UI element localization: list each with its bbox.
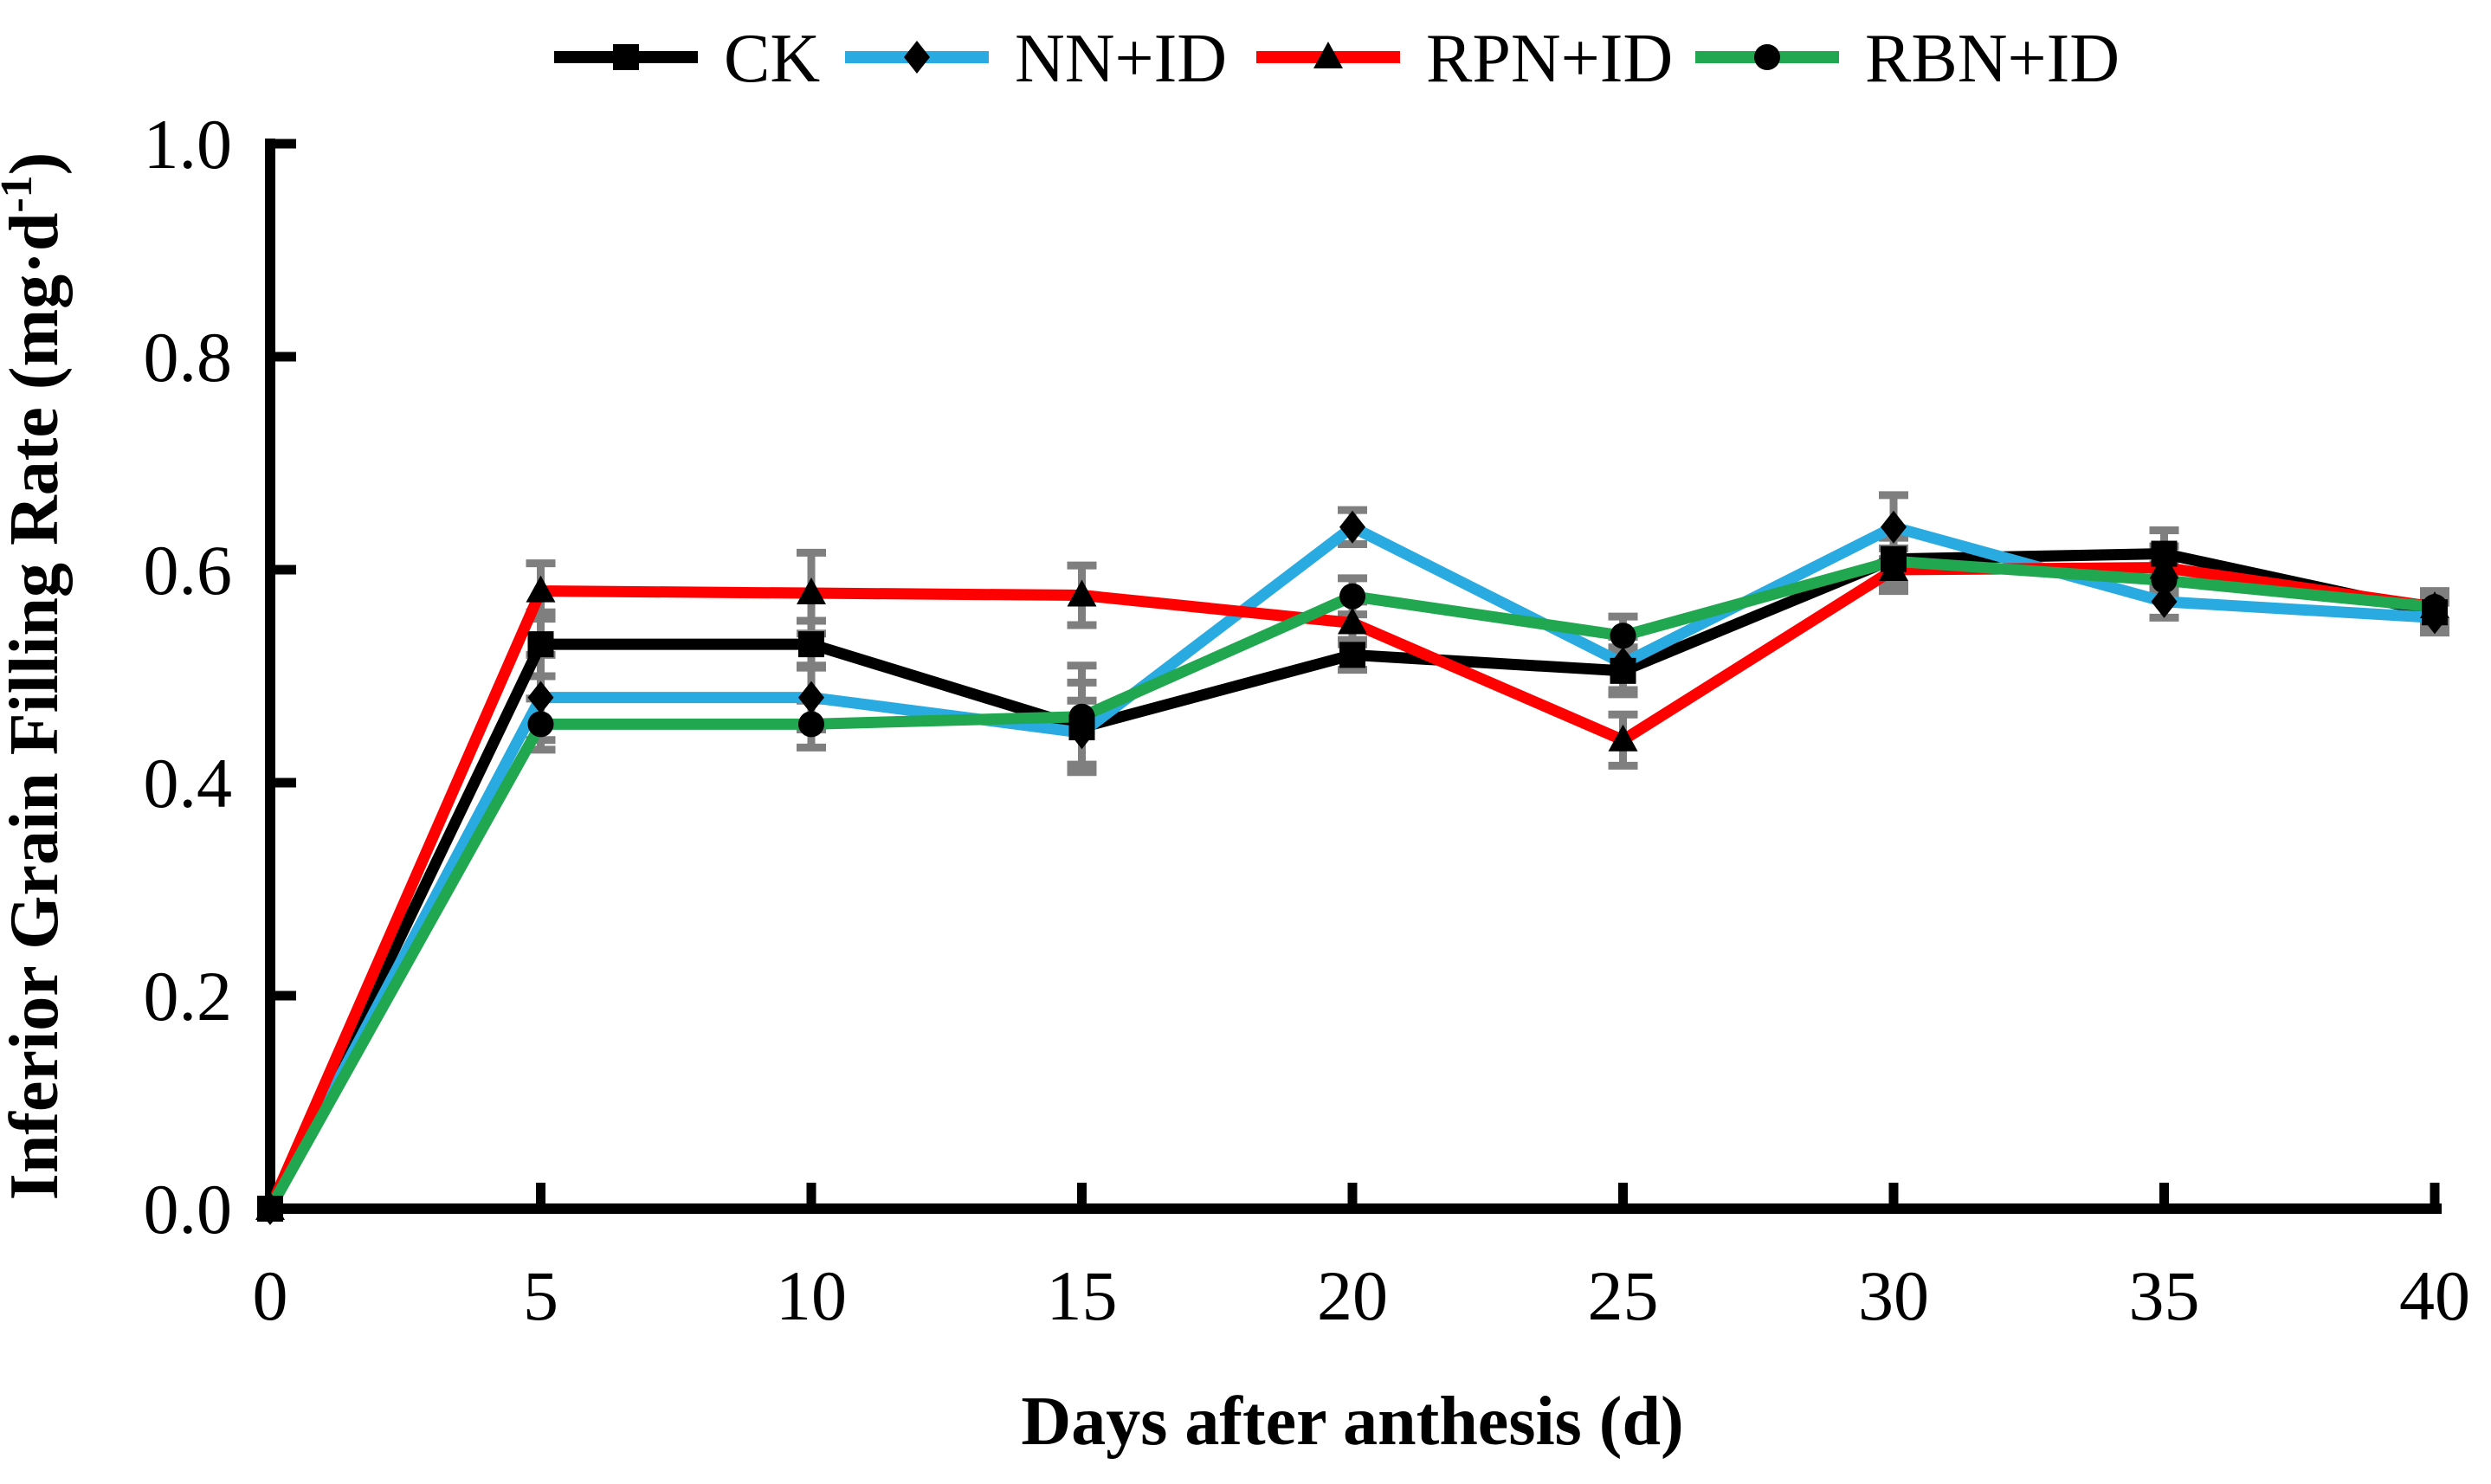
legend-item-RPN+ID: RPN+ID xyxy=(1256,21,1673,97)
marker-RPN+ID-15 xyxy=(1067,579,1097,607)
legend: CK NN+ID RPN+ID RBN+ID xyxy=(554,21,2120,97)
marker-NN+ID-5 xyxy=(527,681,554,714)
y-tick-label: 0.2 xyxy=(144,957,233,1036)
marker-RBN+ID-5 xyxy=(527,711,554,738)
marker-RPN+ID-10 xyxy=(797,577,826,605)
marker-RBN+ID-10 xyxy=(798,711,824,738)
x-tick-label: 15 xyxy=(1047,1256,1118,1335)
marker-RBN+ID-20 xyxy=(1339,583,1365,610)
legend-marker-square xyxy=(613,44,639,70)
marker-NN+ID-30 xyxy=(1881,510,1907,544)
x-tick-label: 5 xyxy=(523,1256,558,1335)
x-axis-title: Days after anthesis (d) xyxy=(1021,1384,1683,1460)
y-tick-label: 0.0 xyxy=(144,1170,233,1248)
marker-RPN+ID-5 xyxy=(526,575,556,603)
x-tick-label: 30 xyxy=(1858,1256,1929,1335)
legend-label: NN+ID xyxy=(1015,21,1227,97)
marker-RBN+ID-15 xyxy=(1068,703,1095,730)
y-axis-title: Inferior Grain Filling Rate (mg·d-1) xyxy=(0,152,73,1201)
legend-item-NN+ID: NN+ID xyxy=(845,21,1227,97)
legend-marker-triangle xyxy=(1313,42,1343,68)
marker-RBN+ID-40 xyxy=(2422,594,2448,621)
series-markers xyxy=(255,510,2449,1225)
marker-RPN+ID-25 xyxy=(1608,724,1638,752)
legend-item-RBN+ID: RBN+ID xyxy=(1695,21,2120,97)
y-tick-label: 1.0 xyxy=(144,105,233,184)
legend-label: RPN+ID xyxy=(1426,21,1673,97)
x-tick-label: 40 xyxy=(2399,1256,2470,1335)
marker-RPN+ID-20 xyxy=(1338,607,1367,635)
marker-NN+ID-10 xyxy=(798,681,824,714)
legend-marker-circle xyxy=(1754,44,1780,70)
marker-RBN+ID-30 xyxy=(1881,548,1907,575)
legend-item-CK: CK xyxy=(554,21,820,97)
legend-marker-diamond xyxy=(904,41,930,74)
marker-RBN+ID-25 xyxy=(1610,623,1636,649)
x-tick-label: 25 xyxy=(1588,1256,1659,1335)
marker-CK-5 xyxy=(527,631,554,658)
legend-label: CK xyxy=(724,21,820,97)
y-tick-label: 0.4 xyxy=(144,744,233,823)
marker-RBN+ID-0 xyxy=(257,1196,283,1222)
x-tick-label: 10 xyxy=(776,1256,847,1335)
axes: 0.0 0.2 0.4 0.6 0.8 1.0 0 5 10 15 20 25 30 35 40 Days a… xyxy=(0,105,2470,1460)
marker-NN+ID-20 xyxy=(1339,510,1365,544)
y-tick-label: 0.8 xyxy=(144,318,233,397)
marker-NN+ID-25 xyxy=(1610,647,1636,681)
x-tick-label: 20 xyxy=(1317,1256,1388,1335)
marker-CK-20 xyxy=(1339,642,1365,668)
marker-RBN+ID-35 xyxy=(2151,567,2178,594)
marker-CK-10 xyxy=(798,631,824,658)
y-tick-label: 0.6 xyxy=(144,531,233,610)
x-tick-label: 0 xyxy=(253,1256,288,1335)
legend-label: RBN+ID xyxy=(1865,21,2120,97)
x-tick-label: 35 xyxy=(2129,1256,2200,1335)
marker-NN+ID-35 xyxy=(2151,584,2178,618)
